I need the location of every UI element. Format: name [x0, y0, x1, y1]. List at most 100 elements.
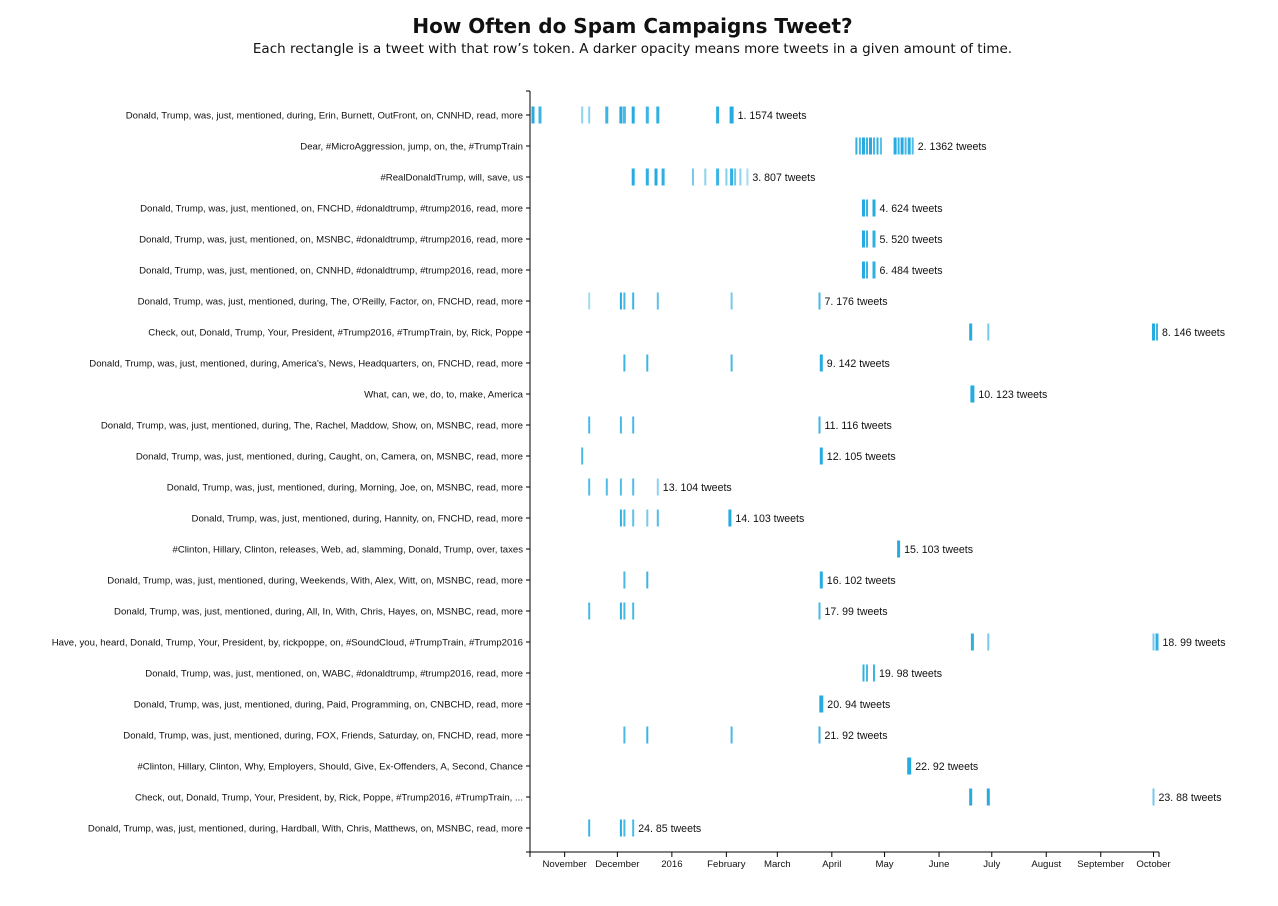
axes: November December 2016 February March April Ma…: [526, 90, 1171, 870]
tweet-mark: [911, 137, 914, 155]
timeline-row: Dear, #MicroAggression, jump, on, the, #…: [300, 137, 987, 155]
tweet-mark: [728, 509, 732, 527]
tweet-mark: [746, 168, 749, 186]
tweet-mark: [588, 819, 591, 837]
x-tick-label: December: [595, 859, 640, 870]
row-label: Check, out, Donald, Trump, Your, Preside…: [135, 792, 523, 803]
tweet-mark: [646, 726, 649, 744]
tweet-mark: [605, 478, 608, 496]
tweet-count-label: 2. 1362 tweets: [918, 141, 987, 153]
timeline-row: Donald, Trump, was, just, mentioned, on,…: [145, 664, 942, 682]
tweet-mark: [818, 602, 821, 620]
tweet-mark: [716, 106, 720, 124]
timeline-row: Donald, Trump, was, just, mentioned, dur…: [167, 478, 732, 496]
tweet-mark: [654, 168, 658, 186]
row-label: Dear, #MicroAggression, jump, on, the, #…: [300, 141, 523, 152]
row-label: Donald, Trump, was, just, mentioned, dur…: [88, 823, 523, 834]
row-label: Donald, Trump, was, just, mentioned, on,…: [140, 203, 523, 214]
tweet-mark: [869, 137, 872, 155]
tweet-count-label: 19. 98 tweets: [879, 668, 942, 680]
x-tick-label: September: [1077, 859, 1125, 870]
tweet-mark: [897, 540, 901, 558]
tweet-mark: [866, 230, 868, 248]
x-tick-label: June: [929, 859, 950, 870]
tweet-count-label: 12. 105 tweets: [827, 451, 896, 463]
row-label: Donald, Trump, was, just, mentioned, on,…: [139, 265, 523, 276]
tweet-mark: [730, 354, 733, 372]
tweet-count-label: 3. 807 tweets: [752, 172, 815, 184]
tweet-mark: [819, 354, 823, 372]
x-tick-label: March: [764, 859, 791, 870]
tweet-mark: [623, 726, 626, 744]
tweet-mark: [970, 385, 975, 403]
tweet-mark: [1156, 323, 1158, 341]
row-label: Donald, Trump, was, just, mentioned, dur…: [123, 730, 523, 741]
row-label: #RealDonaldTrump, will, save, us: [380, 172, 523, 183]
tweet-mark: [588, 478, 591, 496]
x-tick-label: April: [822, 859, 841, 870]
row-label: What, can, we, do, to, make, America: [364, 389, 524, 400]
tweet-mark: [632, 416, 635, 434]
tweet-count-label: 23. 88 tweets: [1159, 792, 1222, 804]
timeline-row: Donald, Trump, was, just, mentioned, dur…: [88, 819, 701, 837]
tweet-mark: [656, 292, 659, 310]
x-tick-label: October: [1136, 859, 1171, 870]
timeline-row: What, can, we, do, to, make, America 10. …: [364, 385, 1047, 403]
timeline-row: #RealDonaldTrump, will, save, us 3. 807 t…: [380, 168, 815, 186]
tweet-mark: [581, 106, 584, 124]
x-tick-label: May: [875, 859, 893, 870]
tweet-mark: [862, 664, 865, 682]
tweet-mark: [907, 757, 912, 775]
row-label: Donald, Trump, was, just, mentioned, dur…: [138, 296, 523, 307]
timeline-row: Check, out, Donald, Trump, Your, Preside…: [135, 788, 1222, 806]
tweet-mark: [819, 695, 824, 713]
tweet-count-label: 22. 92 tweets: [915, 761, 978, 773]
tweet-mark: [866, 261, 868, 279]
tweet-count-label: 24. 85 tweets: [638, 823, 701, 835]
tweet-mark: [645, 106, 649, 124]
tweet-mark: [619, 602, 622, 620]
tweet-count-label: 14. 103 tweets: [735, 513, 804, 525]
tweet-mark: [866, 199, 868, 217]
tweet-count-label: 15. 103 tweets: [904, 544, 973, 556]
timeline-row: Donald, Trump, was, just, mentioned, dur…: [136, 447, 896, 465]
tweet-count-label: 5. 520 tweets: [880, 234, 943, 246]
tweet-mark: [1152, 633, 1155, 651]
tweet-mark: [623, 509, 626, 527]
tweet-mark: [862, 261, 865, 279]
tweet-mark: [619, 819, 622, 837]
tweet-mark: [873, 664, 875, 682]
row-label: Donald, Trump, was, just, mentioned, dur…: [167, 482, 523, 493]
timeline-row: Donald, Trump, was, just, mentioned, on,…: [139, 230, 943, 248]
tweet-mark: [692, 168, 694, 186]
tweet-mark: [538, 106, 542, 124]
tweet-mark: [646, 571, 649, 589]
tweet-mark: [819, 571, 823, 589]
tweet-mark: [725, 168, 728, 186]
x-tick-label: July: [983, 859, 1000, 870]
tweet-mark: [866, 137, 868, 155]
tweet-count-label: 20. 94 tweets: [827, 699, 890, 711]
tweet-mark: [730, 726, 733, 744]
tweet-mark: [897, 137, 900, 155]
tweet-mark: [588, 106, 591, 124]
tweet-mark: [631, 106, 635, 124]
tweet-mark: [631, 168, 635, 186]
tweet-mark: [904, 137, 907, 155]
timeline-row: Donald, Trump, was, just, mentioned, dur…: [192, 509, 804, 527]
timeline-row: Donald, Trump, was, just, mentioned, dur…: [126, 106, 807, 124]
tweet-mark: [730, 292, 733, 310]
x-tick-label: November: [543, 859, 588, 870]
tweet-count-label: 4. 624 tweets: [880, 203, 943, 215]
tweet-mark: [970, 633, 974, 651]
tweet-mark: [623, 819, 626, 837]
row-label: #Clinton, Hillary, Clinton, Why, Employe…: [137, 761, 523, 772]
tweet-mark: [661, 168, 665, 186]
tweet-count-label: 16. 102 tweets: [827, 575, 896, 587]
tweet-mark: [818, 726, 821, 744]
row-label: Donald, Trump, was, just, mentioned, dur…: [192, 513, 523, 524]
tweet-count-label: 8. 146 tweets: [1162, 327, 1225, 339]
tweet-mark: [907, 137, 911, 155]
tweet-mark: [622, 106, 626, 124]
row-label: Check, out, Donald, Trump, Your, Preside…: [148, 327, 523, 338]
